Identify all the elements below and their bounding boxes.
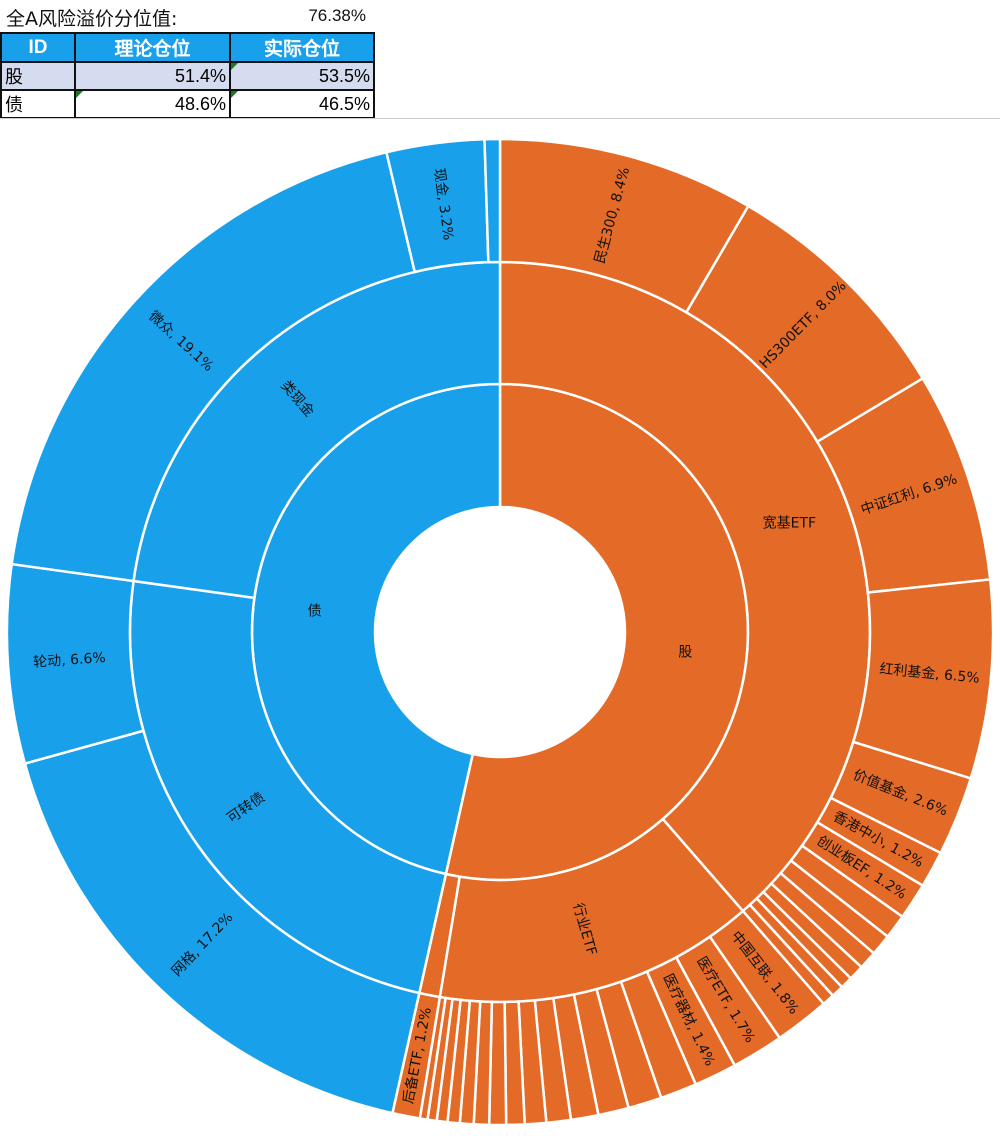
row-id[interactable]: 股 xyxy=(0,61,76,91)
actual-cell[interactable]: 46.5% xyxy=(229,89,375,119)
position-table: ID 理论仓位 实际仓位 股 51.4% 53.5% 债 48.6% 46.5% xyxy=(0,32,375,119)
col-actual: 实际仓位 xyxy=(229,32,375,63)
segment-label: 债 xyxy=(308,604,322,620)
sunburst-segment[interactable] xyxy=(483,137,502,264)
theory-cell[interactable]: 51.4% xyxy=(74,61,231,91)
actual-cell[interactable]: 53.5% xyxy=(229,61,375,91)
table-header: ID 理论仓位 实际仓位 xyxy=(0,32,375,63)
sheet-divider xyxy=(0,118,1000,119)
actual-value: 46.5% xyxy=(318,93,370,114)
comment-marker-icon xyxy=(231,63,238,70)
col-id: ID xyxy=(0,32,76,63)
col-theory: 理论仓位 xyxy=(74,32,231,63)
comment-marker-icon xyxy=(76,91,83,98)
segment-label: 股 xyxy=(678,644,692,660)
row-id[interactable]: 债 xyxy=(0,89,76,119)
segment-label: 轮动, 6.6% xyxy=(33,650,106,671)
segment-label: 宽基ETF xyxy=(763,515,816,532)
actual-value: 53.5% xyxy=(318,65,370,86)
theory-value: 48.6% xyxy=(174,93,226,114)
theory-cell[interactable]: 48.6% xyxy=(74,89,231,119)
comment-marker-icon xyxy=(231,91,238,98)
risk-premium-value: 76.38% xyxy=(308,6,366,25)
risk-premium-label: 全A风险溢价分位值: xyxy=(6,8,178,30)
table-row: 股 51.4% 53.5% xyxy=(0,61,375,91)
table-row: 债 48.6% 46.5% xyxy=(0,89,375,119)
